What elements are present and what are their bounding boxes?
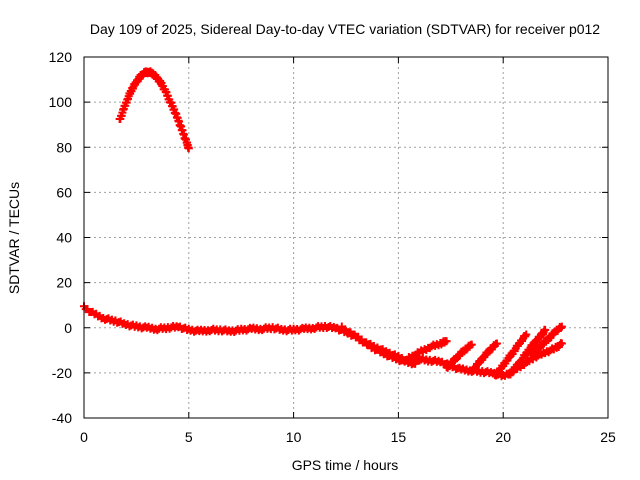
data-point-arc-6 [492,339,501,348]
grid-lines [84,57,608,418]
y-tick-label: 100 [49,94,73,110]
y-tick-label: 80 [56,139,72,155]
data-point-arc-1 [184,144,193,153]
x-tick-label: 5 [185,429,193,445]
y-tick-label: 60 [56,184,72,200]
axis-ticks: 0 5 10 15 20 25 -40 -20 0 20 40 60 80 100 120 [49,49,616,445]
data-points [80,67,566,381]
y-axis-label: SDTVAR / TECUs [6,182,22,294]
data-point-arc-8 [541,326,550,335]
data-point-arc-2 [557,339,566,348]
x-tick-label: 20 [495,429,511,445]
y-tick-label: 20 [56,275,72,291]
data-point-arc-4 [442,337,451,346]
x-tick-label: 25 [600,429,616,445]
x-tick-label: 15 [391,429,407,445]
x-tick-label: 10 [286,429,302,445]
data-point-arc-9 [556,323,565,332]
data-point-arc-3 [411,359,420,368]
y-tick-label: -40 [52,410,72,426]
y-tick-label: 120 [49,49,73,65]
data-point-arc-9 [557,322,566,331]
x-tick-label: 0 [80,429,88,445]
y-tick-label: 0 [64,320,72,336]
x-axis-label: GPS time / hours [292,457,399,473]
y-tick-label: -20 [52,365,72,381]
chart-title: Day 109 of 2025, Sidereal Day-to-day VTE… [90,21,600,37]
y-tick-label: 40 [56,230,72,246]
data-point-arc-5 [467,340,476,349]
data-point-arc-7 [522,330,531,339]
